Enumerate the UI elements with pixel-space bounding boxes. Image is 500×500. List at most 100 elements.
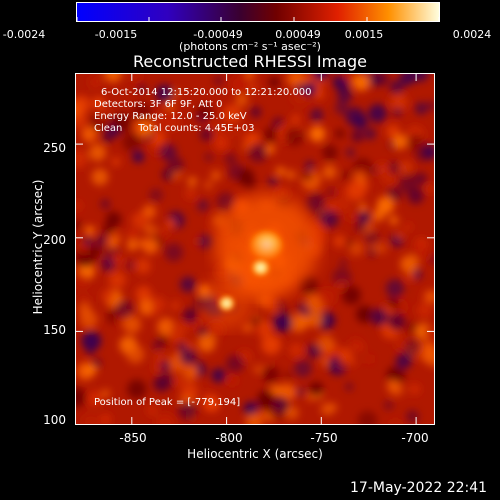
heatmap-cell <box>160 361 171 372</box>
heatmap-cell <box>203 395 220 413</box>
y-tick-label: 100 <box>43 413 66 427</box>
heatmap-cell <box>100 413 112 425</box>
heatmap-cell <box>134 119 149 134</box>
heatmap-cell <box>352 73 370 91</box>
heatmap-cell <box>182 308 198 323</box>
heatmap-cell <box>81 413 100 425</box>
x-tick-label: -750 <box>310 431 338 445</box>
heatmap-cell <box>197 199 209 212</box>
heatmap-cell <box>306 193 326 214</box>
heatmap-cell <box>122 315 142 334</box>
heatmap-cell <box>400 255 419 274</box>
heatmap-cell <box>415 147 430 162</box>
heatmap-cell <box>357 165 367 175</box>
heatmap-cell <box>353 115 368 129</box>
heatmap-cell <box>188 364 198 374</box>
heatmap-cell <box>253 364 263 375</box>
heatmap-cell <box>213 75 224 86</box>
heatmap-cell <box>179 348 197 366</box>
heatmap-cell <box>332 267 352 288</box>
heatmap-cell <box>111 112 132 133</box>
heatmap-cell <box>132 102 152 122</box>
heatmap-cell <box>364 354 374 364</box>
heatmap-cell <box>395 352 412 369</box>
heatmap-cell <box>96 234 108 246</box>
heatmap-cell <box>425 184 435 193</box>
heatmap-cell <box>253 326 263 336</box>
heatmap-cell <box>203 180 214 190</box>
heatmap-cell <box>336 79 349 92</box>
heatmap-image <box>75 73 435 425</box>
heatmap-cell <box>167 156 184 173</box>
colorbar-tick: 0.0024 <box>452 28 492 41</box>
heatmap-cell <box>308 381 324 397</box>
heatmap-cell <box>262 365 280 383</box>
heatmap-cell <box>243 401 258 416</box>
heatmap-cell <box>285 169 296 180</box>
y-tick-label: 150 <box>43 323 66 337</box>
x-tick-label: -700 <box>401 431 429 445</box>
heatmap-cell <box>261 335 281 355</box>
heatmap-cell <box>288 342 304 358</box>
heatmap-cell <box>295 83 305 93</box>
heatmap-cell <box>355 220 367 233</box>
heatmap-cell <box>339 258 348 268</box>
heatmap-cell <box>111 157 121 167</box>
heatmap-cell <box>263 127 279 143</box>
heatmap-cell <box>146 405 158 416</box>
heatmap-cell <box>200 127 214 142</box>
heatmap-cell <box>88 143 107 162</box>
heatmap-cell <box>87 244 101 258</box>
heatmap-cell <box>390 93 408 111</box>
heatmap-cell <box>178 342 187 351</box>
heatmap-cell <box>81 331 102 351</box>
heatmap-cell <box>348 358 357 367</box>
heatmap-cell <box>170 300 181 311</box>
heatmap-cell <box>295 387 305 397</box>
heatmap-cell <box>75 149 88 169</box>
heatmap-cell <box>180 382 199 400</box>
heatmap-cell <box>149 188 163 203</box>
heatmap-cell <box>244 73 256 79</box>
heatmap-cell <box>256 391 277 411</box>
heatmap-cell <box>274 380 283 389</box>
heatmap-cell <box>426 100 435 111</box>
heatmap-cell <box>156 226 169 239</box>
info-clean: Clean Total counts: 4.45E+03 <box>94 123 255 134</box>
heatmap-cell <box>92 96 106 110</box>
heatmap-cell <box>395 231 404 240</box>
heatmap-cell <box>408 383 421 395</box>
heatmap-cell <box>305 161 315 171</box>
heatmap-cell <box>204 152 214 162</box>
heatmap-cell <box>291 114 300 123</box>
heatmap-cell <box>108 239 117 248</box>
heatmap-cell <box>235 94 248 107</box>
heatmap-cell <box>187 176 197 186</box>
heatmap-cell <box>386 379 400 393</box>
heatmap-cell <box>138 298 154 314</box>
heatmap-cell <box>196 103 213 120</box>
heatmap-cell <box>108 271 126 289</box>
heatmap-cell <box>404 222 413 231</box>
heatmap-cell <box>399 73 416 86</box>
heatmap-cell <box>226 354 245 373</box>
heatmap-cell <box>333 234 346 248</box>
heatmap-cell <box>284 126 304 146</box>
heatmap-cell <box>322 144 338 161</box>
heatmap-cell <box>345 147 355 157</box>
heatmap-cell <box>303 82 317 96</box>
x-axis-label: Heliocentric X (arcsec) <box>187 447 323 461</box>
heatmap-cell <box>268 177 278 187</box>
heatmap-cell <box>284 371 292 380</box>
heatmap-cell <box>102 223 114 235</box>
heatmap-cell <box>357 410 378 425</box>
heatmap-cell <box>328 200 340 212</box>
heatmap-cell <box>309 125 326 142</box>
heatmap-cell <box>265 144 275 154</box>
heatmap-cell <box>159 143 177 161</box>
heatmap-cell <box>289 313 308 333</box>
heatmap-cell <box>349 338 361 350</box>
heatmap-cell <box>316 334 335 352</box>
heatmap-cell <box>75 200 82 211</box>
heatmap-cell <box>243 323 252 333</box>
